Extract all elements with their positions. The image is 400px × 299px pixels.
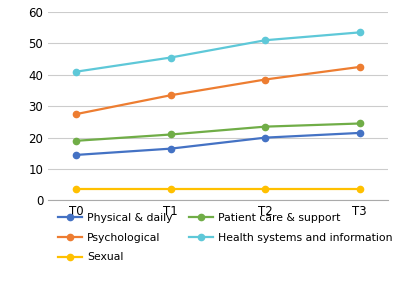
Legend: Physical & daily, Psychological, Sexual, Patient care & support, Health systems : Physical & daily, Psychological, Sexual,… (54, 208, 397, 267)
